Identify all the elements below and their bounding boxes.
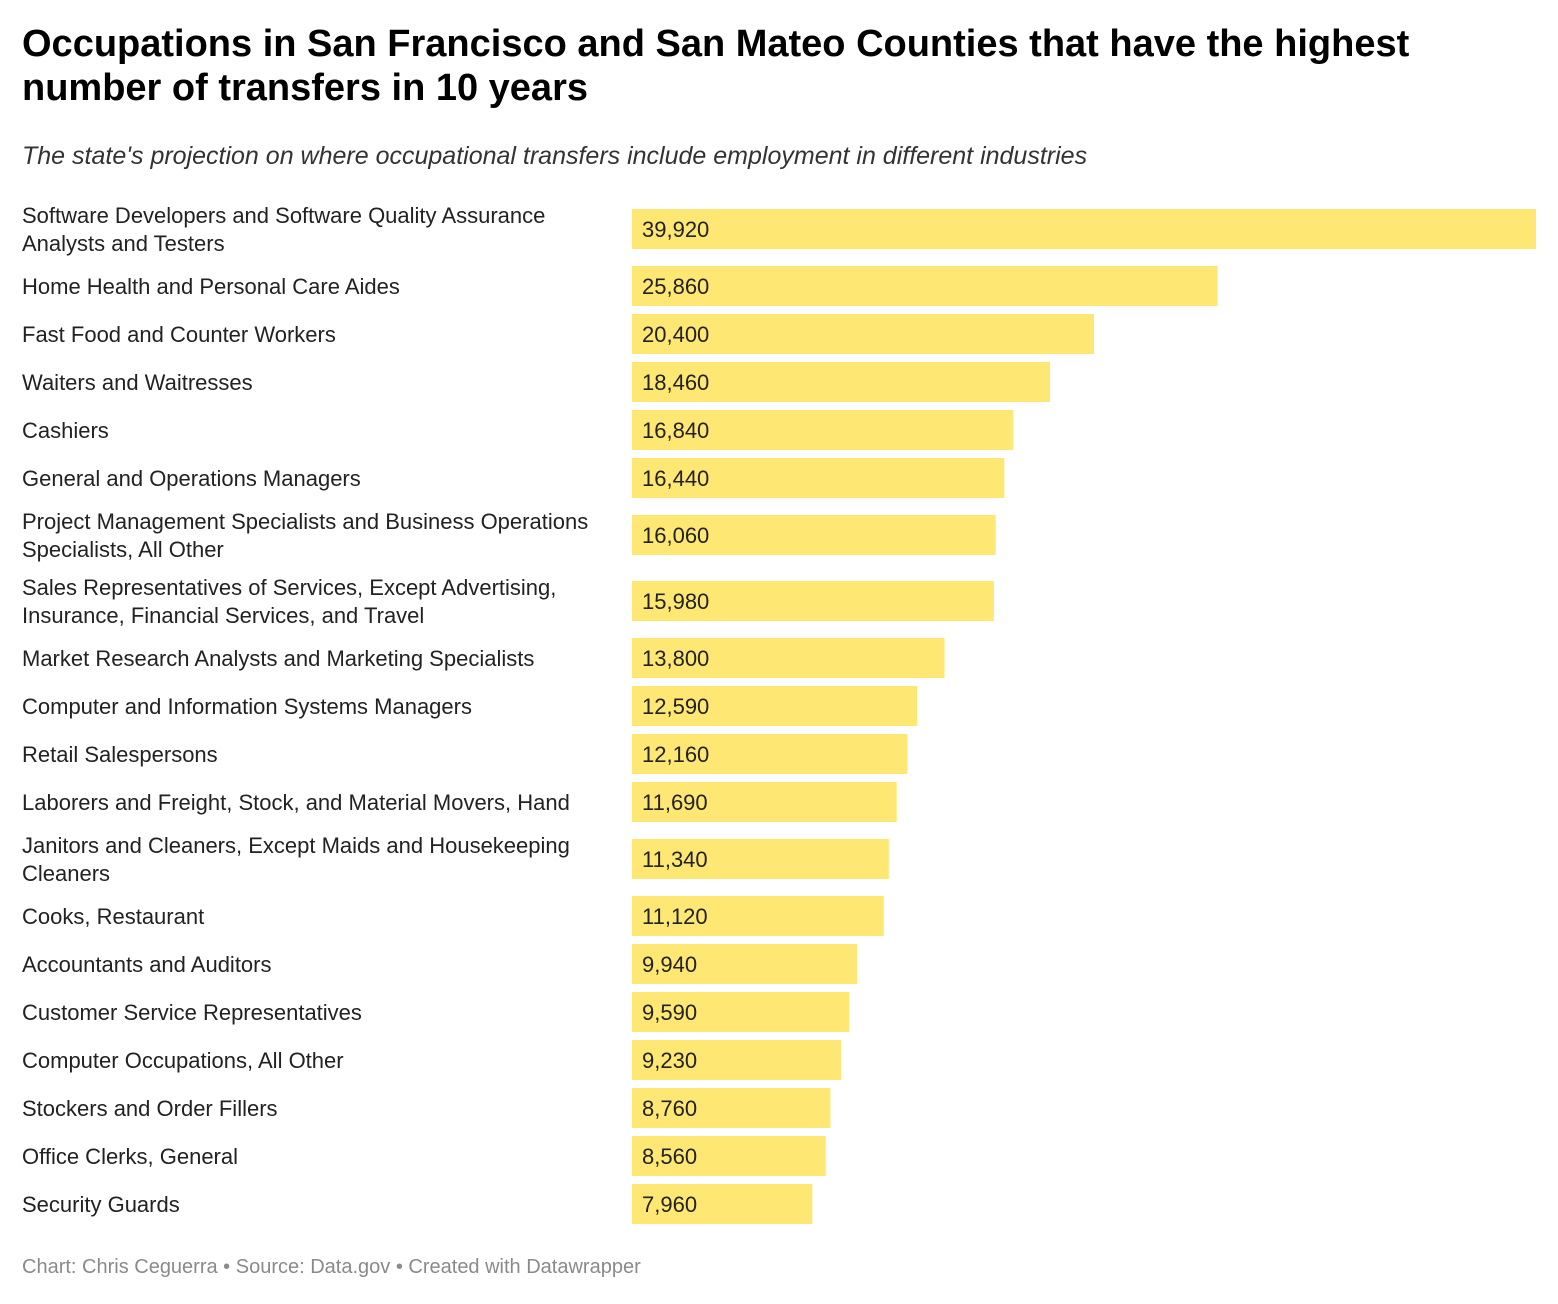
bar-value-label: 16,840 <box>642 418 709 443</box>
bar <box>632 314 1094 354</box>
bar <box>632 686 918 726</box>
bar-value-label: 12,590 <box>642 694 709 719</box>
bar-value-label: 11,120 <box>642 904 708 929</box>
row-label: Home Health and Personal Care Aides <box>22 274 400 299</box>
row-label: Janitors and Cleaners, Except Maids and … <box>22 833 570 886</box>
bar <box>632 410 1014 450</box>
row-label: Market Research Analysts and Marketing S… <box>22 646 534 671</box>
row-label: Accountants and Auditors <box>22 952 272 977</box>
chart-footer: Chart: Chris Ceguerra • Source: Data.gov… <box>22 1256 641 1279</box>
bar-value-label: 11,690 <box>642 790 708 815</box>
row-label: Retail Salespersons <box>22 742 218 767</box>
row-label: Office Clerks, General <box>22 1144 238 1169</box>
bar <box>632 1136 826 1176</box>
row-label: Stockers and Order Fillers <box>22 1096 278 1121</box>
row-label: Computer Occupations, All Other <box>22 1048 344 1073</box>
bar-value-label: 11,340 <box>642 847 708 872</box>
bar-value-label: 8,560 <box>642 1144 697 1169</box>
row-label: Software Developers and Software Quality… <box>22 203 545 256</box>
bar <box>632 515 996 555</box>
bar <box>632 839 889 879</box>
bar-value-label: 15,980 <box>642 589 709 614</box>
bar-value-label: 20,400 <box>642 322 709 347</box>
row-label: Computer and Information Systems Manager… <box>22 694 472 719</box>
bar-value-label: 18,460 <box>642 370 709 395</box>
bar-value-label: 9,940 <box>642 952 697 977</box>
bar <box>632 782 897 822</box>
bar-value-label: 13,800 <box>642 646 709 671</box>
row-label: Security Guards <box>22 1192 180 1217</box>
bar <box>632 944 858 984</box>
bar <box>632 992 850 1032</box>
bar-value-label: 39,920 <box>642 217 709 242</box>
created-with-credit: Created with Datawrapper <box>408 1256 641 1278</box>
chart-subtitle: The state's projection on where occupati… <box>22 142 1088 170</box>
row-label: Sales Representatives of Services, Excep… <box>22 575 556 628</box>
bar <box>632 896 884 936</box>
bar <box>632 1088 831 1128</box>
bar <box>632 362 1050 402</box>
bar-value-label: 7,960 <box>642 1192 697 1217</box>
bar-value-label: 8,760 <box>642 1096 697 1121</box>
footer-separator: • <box>217 1256 236 1278</box>
bar-value-label: 9,590 <box>642 1000 697 1025</box>
source-credit: Source: Data.gov <box>235 1256 391 1278</box>
bar <box>632 1040 841 1080</box>
bar-value-label: 9,230 <box>642 1048 697 1073</box>
bar-value-label: 12,160 <box>642 742 709 767</box>
row-label: Customer Service Representatives <box>22 1000 362 1025</box>
row-label: Laborers and Freight, Stock, and Materia… <box>22 790 570 815</box>
bar <box>632 1184 813 1224</box>
bar <box>632 266 1218 306</box>
bar <box>632 734 908 774</box>
bar-value-label: 16,440 <box>642 466 709 491</box>
chart-title: Occupations in San Francisco and San Mat… <box>22 23 1410 109</box>
bar-value-label: 25,860 <box>642 274 709 299</box>
bar <box>632 458 1005 498</box>
row-label: Fast Food and Counter Workers <box>22 322 336 347</box>
chart-credit: Chart: Chris Ceguerra <box>22 1256 218 1278</box>
row-label: Cooks, Restaurant <box>22 904 204 929</box>
bar-value-label: 16,060 <box>642 523 709 548</box>
footer-separator: • <box>390 1256 409 1278</box>
row-label: Cashiers <box>22 418 109 443</box>
row-label: Waiters and Waitresses <box>22 370 253 395</box>
row-label: General and Operations Managers <box>22 466 361 491</box>
row-label: Project Management Specialists and Busin… <box>22 509 588 562</box>
bar <box>632 638 945 678</box>
bar <box>632 209 1536 249</box>
bar <box>632 581 994 621</box>
